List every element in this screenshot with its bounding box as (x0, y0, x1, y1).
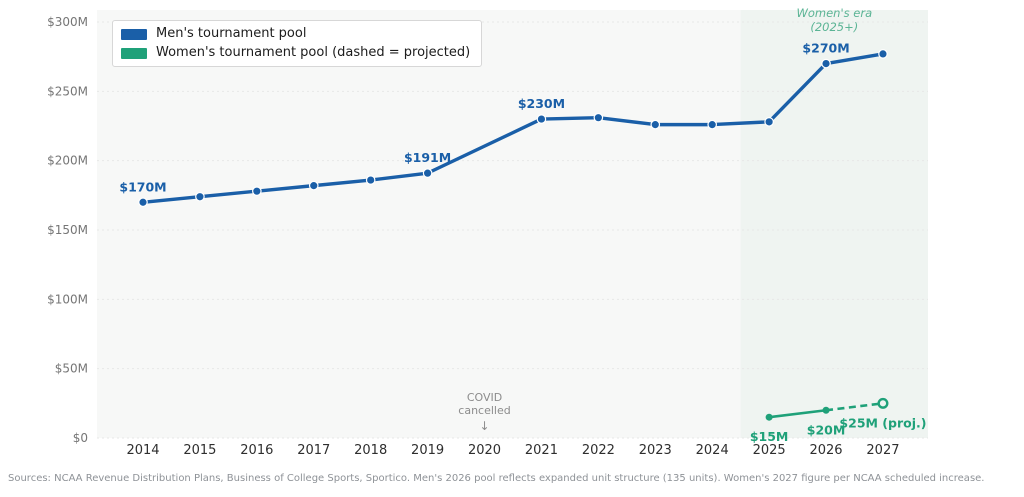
women-series-label: Women's tournament pool (dashed = projec… (156, 45, 471, 60)
men-series-swatch (121, 28, 147, 40)
legend-item-women: Women's tournament pool (dashed = projec… (121, 45, 470, 61)
men-value-label: $230M (518, 96, 565, 111)
y-tick-label: $50M (55, 362, 88, 376)
women-series-swatch (121, 47, 147, 59)
legend: Men's tournament pool Women's tournament… (112, 20, 483, 67)
x-tick-label: 2014 (126, 443, 159, 458)
x-tick-label: 2024 (696, 443, 729, 458)
men-data-point (878, 49, 888, 59)
legend-item-men: Men's tournament pool (121, 26, 470, 42)
women-series-line-solid (767, 408, 828, 419)
women-projected-open-point (877, 397, 889, 409)
men-data-point (252, 186, 262, 196)
men-data-point (650, 119, 661, 130)
men-data-point (308, 180, 319, 191)
men-data-point (195, 191, 205, 202)
womens-era-label-line2: (2025+) (810, 20, 858, 34)
x-tick-label: 2022 (582, 443, 615, 458)
x-tick-label: 2018 (354, 443, 387, 458)
y-tick-label: $200M (47, 154, 88, 168)
men-data-point (764, 117, 774, 127)
x-tick-label: 2019 (411, 443, 444, 458)
women-value-label: $25M (proj.) (839, 415, 926, 430)
men-value-label: $191M (404, 150, 451, 165)
covid-arrow-icon: ↓ (479, 419, 489, 433)
men-data-point (593, 112, 604, 123)
covid-annotation-line1: COVID (467, 391, 502, 404)
y-tick-label: $100M (47, 292, 88, 306)
women-series-line-projected (825, 402, 884, 412)
men-data-point (138, 197, 148, 208)
x-tick-label: 2015 (183, 443, 216, 458)
x-tick-label: 2016 (240, 443, 273, 458)
women-data-point (765, 413, 773, 421)
men-value-label: $270M (802, 41, 849, 56)
x-tick-label: 2017 (297, 443, 330, 458)
covid-annotation-line2: cancelled (458, 404, 510, 417)
women-data-point (822, 406, 830, 414)
x-tick-label: 2025 (753, 443, 786, 458)
men-data-point (707, 119, 717, 130)
x-tick-label: 2021 (525, 443, 558, 458)
x-tick-label: 2020 (468, 443, 501, 458)
men-data-point (365, 175, 376, 185)
women-value-label: $20M (807, 422, 846, 437)
x-tick-label: 2023 (639, 443, 672, 458)
men-value-label: $170M (119, 179, 166, 194)
source-note: Sources: NCAA Revenue Distribution Plans… (8, 473, 985, 484)
x-tick-label: 2027 (866, 443, 899, 458)
women-value-label: $15M (750, 429, 789, 444)
men-series-label: Men's tournament pool (156, 26, 307, 41)
men-data-point (422, 168, 433, 178)
y-tick-label: $150M (47, 223, 88, 237)
womens-era-label-line1: Women's era (797, 6, 873, 20)
y-tick-label: $300M (47, 15, 88, 29)
x-tick-label: 2026 (809, 443, 842, 458)
womens-era-band (740, 10, 928, 438)
y-tick-label: $250M (47, 84, 88, 98)
y-tick-label: $0 (73, 431, 88, 445)
men-data-point (821, 58, 831, 69)
men-data-point (536, 114, 547, 124)
